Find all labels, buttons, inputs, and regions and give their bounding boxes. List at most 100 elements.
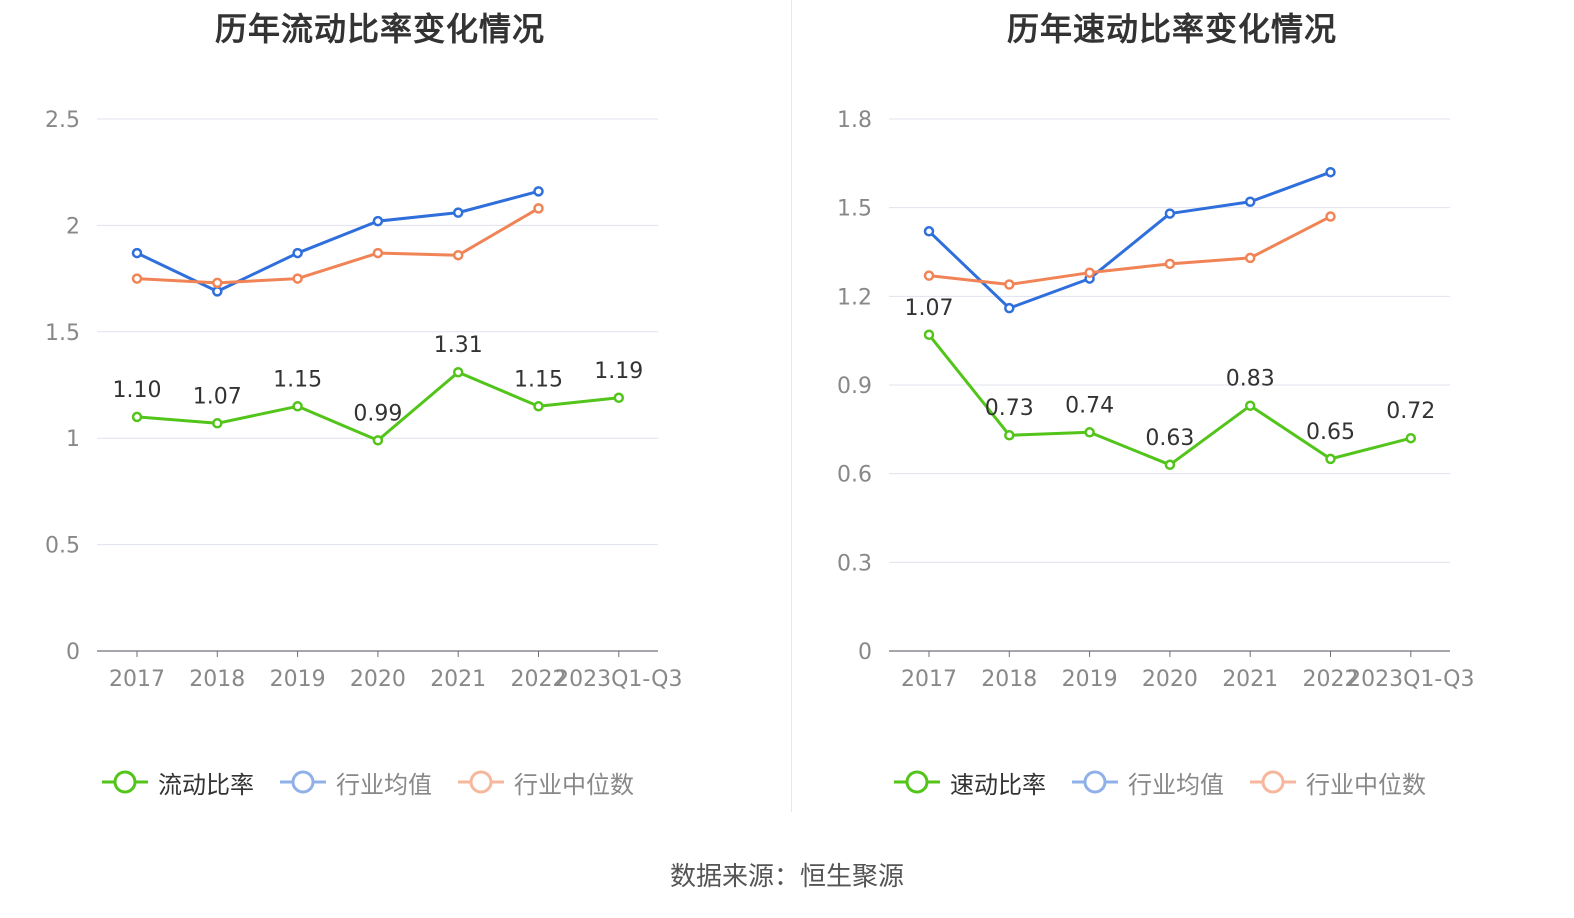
left-chart-title: 历年流动比率变化情况 xyxy=(214,10,545,48)
panel-divider xyxy=(791,0,792,812)
y-tick-label: 1.5 xyxy=(45,321,80,346)
series-point xyxy=(1325,453,1336,465)
y-tick-label: 0.9 xyxy=(837,374,872,399)
data-label: 1.10 xyxy=(113,378,162,403)
x-tick-label: 2018 xyxy=(189,667,245,692)
series-point xyxy=(1084,427,1095,438)
x-tick-label: 2022 xyxy=(1303,667,1359,692)
series-line xyxy=(136,207,540,285)
right-chart-title: 历年速动比率变化情况 xyxy=(1006,10,1337,48)
series-point xyxy=(923,270,935,281)
series-point xyxy=(1004,279,1015,290)
series-line xyxy=(928,215,1332,287)
y-tick-label: 0.6 xyxy=(837,463,872,488)
left-chart-legend: 流动比率 行业均值 行业中位数 xyxy=(100,762,658,802)
data-label: 0.63 xyxy=(1145,426,1194,451)
x-tick-label: 2021 xyxy=(430,667,486,692)
series-point xyxy=(452,207,464,218)
series-point xyxy=(923,329,935,341)
series-point xyxy=(131,247,143,259)
left-chart-plot: 0 0.5 1 1.5 2 2.5 2017 2018 2019 2020 2021 20222023… xyxy=(45,108,682,692)
legend-symbol-icon xyxy=(102,770,148,794)
data-label: 1.07 xyxy=(193,384,242,409)
x-tick-label: 2019 xyxy=(1062,667,1118,692)
data-label: 0.83 xyxy=(1226,367,1275,392)
data-label: 1.31 xyxy=(434,333,483,358)
x-tick-label: 2017 xyxy=(109,667,165,692)
series-point xyxy=(1244,252,1256,264)
series-line xyxy=(927,170,1332,310)
legend-item[interactable]: 行业均值 xyxy=(1070,765,1224,800)
series-point xyxy=(131,411,143,423)
data-source-note: 数据来源：恒生聚源 xyxy=(669,862,904,892)
data-label: 1.15 xyxy=(514,367,563,392)
series-point xyxy=(1004,302,1015,314)
legend-item[interactable]: 速动比率 xyxy=(892,765,1046,800)
series-point xyxy=(372,215,384,227)
data-label: 1.15 xyxy=(273,367,322,392)
series-point xyxy=(1164,459,1176,471)
legend-label: 行业均值 xyxy=(336,770,432,799)
legend-item[interactable]: 流动比率 xyxy=(100,765,254,800)
series-point xyxy=(533,186,544,197)
data-label: 1.07 xyxy=(905,296,954,321)
legend-symbol-icon xyxy=(894,770,940,794)
data-label: 0.99 xyxy=(353,401,402,426)
x-tick-label: 2021 xyxy=(1222,667,1278,692)
legend-symbol-icon xyxy=(1072,770,1118,794)
series-point xyxy=(533,401,544,412)
series-point xyxy=(1004,429,1015,441)
series-point xyxy=(613,392,625,404)
series-point xyxy=(292,247,303,259)
y-tick-label: 1.8 xyxy=(837,108,872,133)
right-chart-legend: 速动比率 行业均值 行业中位数 xyxy=(892,762,1450,802)
series-point xyxy=(292,273,303,284)
series-point xyxy=(1325,166,1336,178)
legend-label: 行业中位数 xyxy=(514,770,634,799)
series-point xyxy=(452,249,464,261)
y-tick-label: 1 xyxy=(66,427,80,452)
series-point xyxy=(131,273,143,284)
series-point xyxy=(1325,211,1336,222)
legend-symbol-icon xyxy=(280,770,326,794)
series-line xyxy=(136,189,539,293)
left-chart-panel: 历年流动比率变化情况 0 0.5 1 1.5 2 2.5 2017 2018 2019 2020 2… xyxy=(45,10,682,802)
y-tick-label: 2 xyxy=(66,214,80,239)
series-point xyxy=(923,226,935,237)
x-tick-label: 2020 xyxy=(350,667,406,692)
y-tick-label: 1.2 xyxy=(837,285,872,310)
series-point xyxy=(1244,196,1256,208)
series-point xyxy=(533,203,544,214)
data-label: 1.19 xyxy=(594,359,643,384)
series-point xyxy=(1405,432,1417,444)
series-point xyxy=(212,286,223,297)
right-chart-panel: 历年速动比率变化情况 0 0.3 0.6 0.9 1.2 1.5 1.8 2017 2018 20… xyxy=(792,0,1574,918)
right-chart-plot: 0 0.3 0.6 0.9 1.2 1.5 1.8 2017 2018 2019 2020 2021 2… xyxy=(837,108,1474,692)
legend-label: 行业均值 xyxy=(1128,770,1224,799)
data-label: 0.73 xyxy=(985,396,1034,421)
series-point xyxy=(1164,258,1176,270)
x-tick-label: 2019 xyxy=(270,667,326,692)
series-point xyxy=(212,418,223,429)
series-point xyxy=(212,277,223,289)
x-tick-label: 2018 xyxy=(981,667,1037,692)
legend-item[interactable]: 行业中位数 xyxy=(1248,765,1426,800)
data-label: 0.74 xyxy=(1065,393,1114,418)
legend-item[interactable]: 行业中位数 xyxy=(456,765,634,800)
data-label: 0.65 xyxy=(1306,420,1355,445)
x-tick-label: 2023Q1-Q3 xyxy=(555,667,682,692)
data-label: 0.72 xyxy=(1386,399,1435,424)
series-point xyxy=(1084,267,1095,278)
legend-symbol-icon xyxy=(1250,770,1296,794)
legend-label: 速动比率 xyxy=(950,770,1046,799)
legend-label: 行业中位数 xyxy=(1306,770,1426,799)
series-point xyxy=(1244,400,1256,411)
y-tick-label: 1.5 xyxy=(837,197,872,222)
legend-symbol-icon xyxy=(458,770,504,794)
y-tick-label: 2.5 xyxy=(45,108,80,133)
legend-item[interactable]: 行业均值 xyxy=(278,765,432,800)
series-point xyxy=(292,401,303,412)
y-tick-label: 0.5 xyxy=(45,534,80,559)
y-tick-label: 0 xyxy=(66,640,80,665)
y-tick-label: 0 xyxy=(858,640,872,665)
